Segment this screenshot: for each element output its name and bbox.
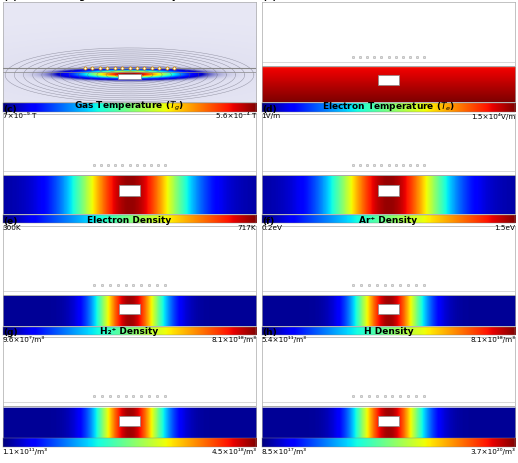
Text: 8.5×10¹⁷/m³: 8.5×10¹⁷/m³ — [262, 448, 307, 455]
Text: H₂⁺ Density: H₂⁺ Density — [100, 327, 159, 337]
Text: 717K: 717K — [238, 225, 256, 231]
Bar — [378, 304, 399, 314]
Text: 1.5×10⁴V/m: 1.5×10⁴V/m — [471, 113, 515, 120]
Text: (d): (d) — [263, 105, 277, 114]
Text: (e): (e) — [4, 217, 18, 226]
Bar — [378, 415, 399, 425]
Text: Electrostatic Electric Field ($E_{\mathrm{Plasma}}$): Electrostatic Electric Field ($E_{\mathr… — [301, 0, 476, 1]
Text: 1.1×10¹¹/m³: 1.1×10¹¹/m³ — [3, 448, 48, 455]
Text: (b): (b) — [263, 0, 277, 2]
Text: 0.2eV: 0.2eV — [262, 225, 283, 231]
Text: H Density: H Density — [364, 327, 413, 337]
Text: Electron Density: Electron Density — [88, 216, 171, 225]
Text: 1.5eV: 1.5eV — [494, 225, 515, 231]
Text: (c): (c) — [4, 105, 17, 114]
Text: 5.4×10¹¹/m³: 5.4×10¹¹/m³ — [262, 337, 307, 344]
Text: Magnetic Flux Density (B): Magnetic Flux Density (B) — [64, 0, 195, 1]
Text: (h): (h) — [263, 328, 277, 338]
Text: (g): (g) — [4, 328, 18, 338]
Bar — [118, 75, 141, 80]
Text: Ar⁺ Density: Ar⁺ Density — [359, 216, 418, 225]
Text: 5.6×10⁻⁴ T: 5.6×10⁻⁴ T — [216, 113, 256, 119]
Text: 9.6×10⁷/m³: 9.6×10⁷/m³ — [3, 337, 45, 344]
Text: 8.1×10¹⁸/m³: 8.1×10¹⁸/m³ — [470, 337, 515, 344]
Bar — [119, 304, 140, 314]
Text: 1V/m: 1V/m — [262, 113, 281, 119]
Text: 3.7×10²⁰/m³: 3.7×10²⁰/m³ — [470, 448, 515, 455]
Text: 4.5×10¹⁸/m³: 4.5×10¹⁸/m³ — [211, 448, 256, 455]
Text: Gas Temperature ($T_g$): Gas Temperature ($T_g$) — [75, 100, 184, 113]
Bar — [378, 75, 399, 85]
Text: 7×10⁻⁹ T: 7×10⁻⁹ T — [3, 113, 36, 119]
Bar — [119, 185, 140, 196]
Text: 8.1×10¹⁸/m³: 8.1×10¹⁸/m³ — [211, 337, 256, 344]
Text: Electron Temperature ($T_e$): Electron Temperature ($T_e$) — [322, 100, 455, 113]
Text: (a): (a) — [4, 0, 18, 2]
Bar — [119, 415, 140, 425]
Text: 300K: 300K — [3, 225, 21, 231]
Text: (f): (f) — [263, 217, 275, 226]
Bar — [378, 185, 399, 196]
